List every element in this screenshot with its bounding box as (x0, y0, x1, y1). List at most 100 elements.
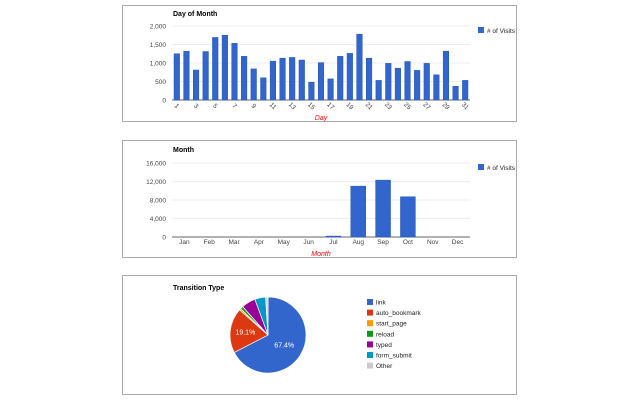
legend-label: auto_bookmark (376, 310, 422, 317)
y-tick-label: 4,000 (150, 216, 167, 223)
legend-swatch (367, 341, 373, 348)
bar-16 (317, 62, 325, 101)
x-tick-label: Aug (352, 239, 364, 246)
chart-title: Month (173, 147, 194, 154)
x-tick-label: 23 (383, 101, 393, 111)
pie-slice-link (233, 296, 307, 374)
y-tick-label: 16,000 (146, 161, 166, 168)
x-tick-label: 5 (211, 103, 219, 111)
x-tick-label: Dec (452, 239, 464, 246)
legend-swatch (367, 330, 373, 337)
legend-swatch (478, 27, 484, 33)
bar-17 (327, 78, 334, 101)
bar-29 (442, 50, 450, 101)
x-tick-label: 11 (268, 101, 278, 111)
y-tick-label: 1,500 (150, 42, 167, 49)
legend-label: start_page (376, 321, 407, 328)
x-tick-label: 29 (441, 101, 451, 111)
legend-label: reload (376, 331, 394, 338)
bar-12 (279, 57, 286, 101)
bar-Aug (350, 185, 366, 238)
x-tick-label: Jan (179, 239, 190, 246)
bar-19 (346, 53, 353, 101)
chart-title: Transition Type (173, 285, 224, 292)
bar-5 (212, 37, 219, 101)
bar-24 (394, 67, 401, 101)
y-tick-label: 8,000 (150, 198, 167, 205)
x-tick-label: 13 (287, 101, 297, 111)
y-tick-label: 12,000 (146, 179, 166, 186)
month-panel (122, 140, 517, 258)
bar-20 (356, 33, 363, 101)
bar-18 (337, 56, 344, 101)
y-tick-label: 0 (162, 98, 166, 105)
x-tick-label: Feb (204, 239, 216, 246)
pie-slice-auto_bookmark (229, 309, 269, 353)
bar-Sep (375, 179, 391, 238)
x-tick-label: 21 (364, 101, 374, 111)
bar-11 (269, 60, 276, 101)
x-tick-label: Apr (254, 239, 265, 246)
x-tick-label: 9 (250, 103, 258, 111)
bar-15 (308, 81, 315, 101)
bar-Oct (400, 196, 416, 238)
bar-8 (241, 56, 248, 101)
bar-9 (250, 68, 257, 101)
legend-swatch (367, 309, 373, 316)
x-tick-label: 25 (402, 101, 412, 111)
y-tick-label: 1,000 (150, 61, 167, 68)
x-axis-title: Day (315, 115, 328, 122)
bar-4 (202, 51, 209, 101)
bar-23 (385, 63, 392, 101)
bar-Jul (325, 235, 342, 238)
bar-26 (414, 70, 421, 101)
legend-swatch (478, 164, 484, 170)
legend-swatch (367, 299, 373, 305)
x-tick-label: 17 (325, 101, 335, 111)
x-tick-label: 1 (173, 103, 181, 111)
transition-type-panel (122, 275, 517, 395)
x-tick-label: 19 (344, 101, 354, 111)
bar-27 (423, 63, 430, 101)
x-tick-label: May (278, 239, 291, 246)
x-tick-label: 31 (460, 101, 470, 111)
y-tick-label: 500 (155, 79, 166, 86)
x-tick-label: Jun (303, 239, 314, 246)
bar-21 (366, 57, 373, 101)
bar-2 (183, 50, 190, 101)
legend-label: # of Visits (487, 165, 516, 172)
x-tick-label: Nov (427, 239, 439, 246)
x-tick-label: Sep (377, 239, 389, 246)
bar-25 (404, 61, 411, 101)
x-tick-label: 15 (306, 101, 316, 111)
x-tick-label: 27 (421, 101, 431, 111)
chart-title: Day of Month (173, 11, 217, 18)
legend-swatch (367, 320, 373, 327)
bar-22 (375, 80, 382, 101)
x-tick-label: Jul (329, 239, 338, 246)
pie-data-label: 67.4% (274, 342, 294, 349)
legend-swatch (367, 362, 373, 369)
pie-slice-Other (265, 296, 269, 336)
x-tick-label: 7 (230, 103, 238, 111)
bar-1 (173, 53, 180, 101)
bar-7 (231, 43, 238, 101)
pie-data-label: 19.1% (235, 330, 255, 337)
x-axis-title: Month (311, 251, 331, 258)
legend-label: # of Visits (487, 28, 516, 35)
legend-label: link (376, 300, 387, 307)
legend-label: form_submit (376, 353, 412, 360)
x-tick-label: Oct (403, 239, 413, 246)
y-tick-label: 2,000 (150, 24, 167, 31)
bar-31 (462, 80, 469, 101)
y-tick-label: 0 (162, 235, 166, 242)
bar-28 (433, 74, 440, 101)
x-tick-label: Mar (228, 239, 240, 246)
x-tick-label: 3 (192, 103, 200, 111)
bar-10 (260, 77, 267, 101)
legend-label: Other (376, 363, 393, 370)
bar-3 (192, 69, 200, 101)
bar-6 (221, 35, 228, 101)
legend-swatch (367, 352, 373, 358)
